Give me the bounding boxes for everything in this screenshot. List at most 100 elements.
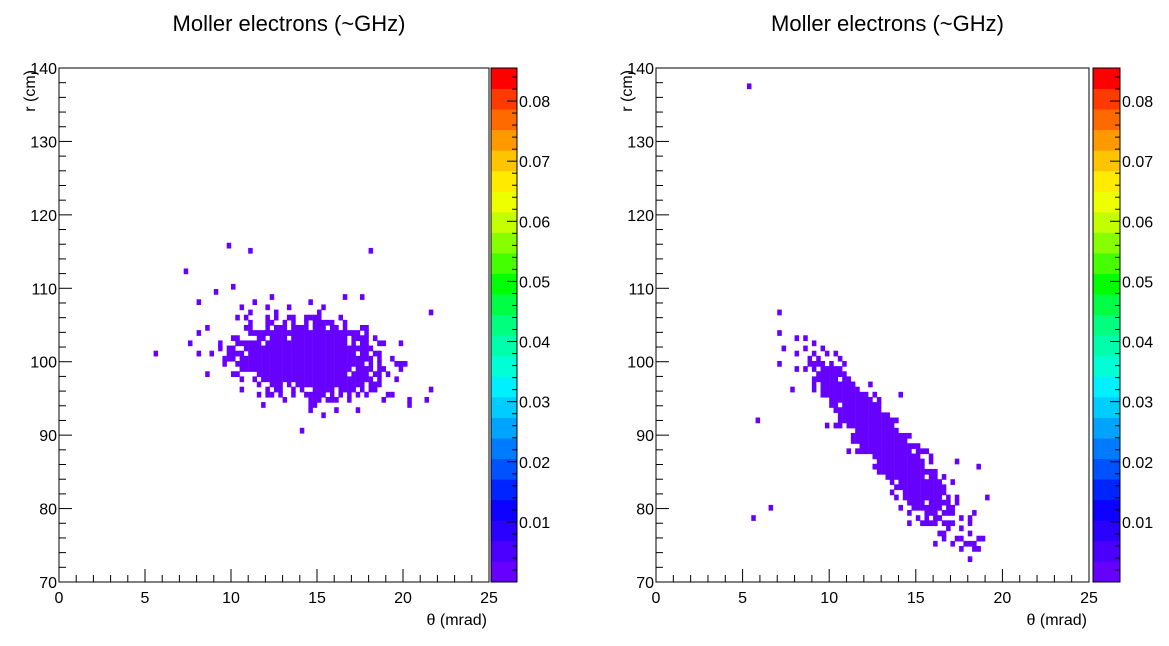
heatmap-cell [829,360,834,367]
heatmap-cell [790,386,795,393]
heatmap-cell [894,417,899,424]
plot-frame [58,67,490,583]
heatmap-cell [842,371,847,377]
heatmap-cell [855,412,860,419]
heatmap-cell [937,515,942,521]
heatmap-cell [807,355,813,362]
heatmap-cell [368,247,374,254]
heatmap-cell [334,345,339,352]
heatmap-cell [946,499,951,506]
colorbar-tick-label: 0.03 [519,395,550,412]
heatmap-cell [325,376,331,383]
heatmap-cell [833,391,839,398]
colorbar-segment [491,191,517,213]
heatmap-cell [872,438,878,444]
heatmap-cell [299,325,305,331]
heatmap-cell [256,355,262,362]
heatmap-cell [915,458,921,465]
heatmap-cell [261,335,266,342]
heatmap-cell [972,510,977,516]
heatmap-cell [859,427,865,434]
colorbar-segment [1093,273,1120,295]
heatmap-cell [924,504,929,511]
heatmap-cell [381,340,386,347]
heatmap-cell [205,371,210,377]
heatmap-cell [959,535,964,542]
heatmap-cell [231,350,236,357]
heatmap-cell [265,376,270,383]
heatmap-cell [299,330,305,336]
heatmap-cell [338,366,343,372]
heatmap-cell [368,366,374,372]
heatmap-cell [304,376,309,383]
heatmap-cell [274,340,279,347]
heatmap-cell [902,468,908,475]
heatmap-cell [261,350,266,357]
x-tick-label: 25 [1080,590,1098,607]
heatmap-cell [372,386,378,393]
heatmap-cell [833,376,839,383]
heatmap-cell [338,345,343,352]
colorbar-segment [1093,458,1120,480]
heatmap-cell [321,350,326,357]
heatmap-cell [299,350,305,357]
heatmap-cell [321,360,326,367]
heatmap-cell [282,340,288,347]
colorbar-segment [491,253,517,274]
heatmap-cell [850,432,856,439]
heatmap-cell [829,371,834,377]
colorbar-segment [1093,438,1120,460]
heatmap-cell [876,402,882,408]
heatmap-cell [291,350,296,357]
heatmap-cell [855,396,860,403]
heatmap-cell [911,484,916,491]
heatmap-cell [390,355,395,362]
heatmap-cell [188,340,193,347]
heatmap-cell [265,345,270,352]
heatmap-cell [941,510,947,516]
heatmap-cell [820,391,826,398]
heatmap-cell [347,391,352,398]
colorbar-segment [1093,211,1120,233]
heatmap-cell [811,381,817,388]
heatmap-cell [915,504,921,511]
heatmap-cell [308,299,313,306]
heatmap-cell [213,289,219,295]
heatmap-cell [907,432,912,439]
heatmap-cell [351,376,356,383]
heatmap-cell [338,386,343,393]
chart-panel-right: Moller electrons (~GHz) 0 5 10 15 20 25 θ (mrad… [584,0,1169,646]
heatmap-cell [269,366,275,372]
heatmap-cell [355,335,361,342]
heatmap-cell [274,350,279,357]
heatmap-cell [915,494,921,501]
colorbar: 0.01 0.02 0.03 0.04 0.05 0.06 0.07 0.08 [1092,67,1153,583]
heatmap-cell [803,345,808,352]
heatmap-cell [872,407,878,413]
heatmap-cell [329,350,335,357]
heatmap-cell [889,489,895,496]
heatmap-cell [299,381,305,388]
heatmap-cell [325,350,331,357]
heatmap-cell [915,499,921,506]
heatmap-cell [334,330,339,336]
heatmap-cell [282,355,288,362]
heatmap-cell [846,417,852,424]
heatmap-cell [248,340,253,347]
heatmap-cell [863,438,869,444]
heatmap-cell [859,432,865,439]
y-tick-label: 130 [627,134,654,151]
heatmap-cell [928,520,934,527]
heatmap-cell [360,371,365,377]
heatmap-cell [859,417,865,424]
heatmap-cell [329,335,335,342]
heatmap-cell [424,396,429,403]
heatmap-cell [872,463,878,470]
heatmap-cell [920,499,925,506]
heatmap-cell [265,319,270,326]
heatmap-cell [855,407,860,413]
heatmap-cell [868,443,873,449]
heatmap-cell [937,499,942,506]
heatmap-cell [898,463,904,470]
heatmap-cell [924,515,929,521]
